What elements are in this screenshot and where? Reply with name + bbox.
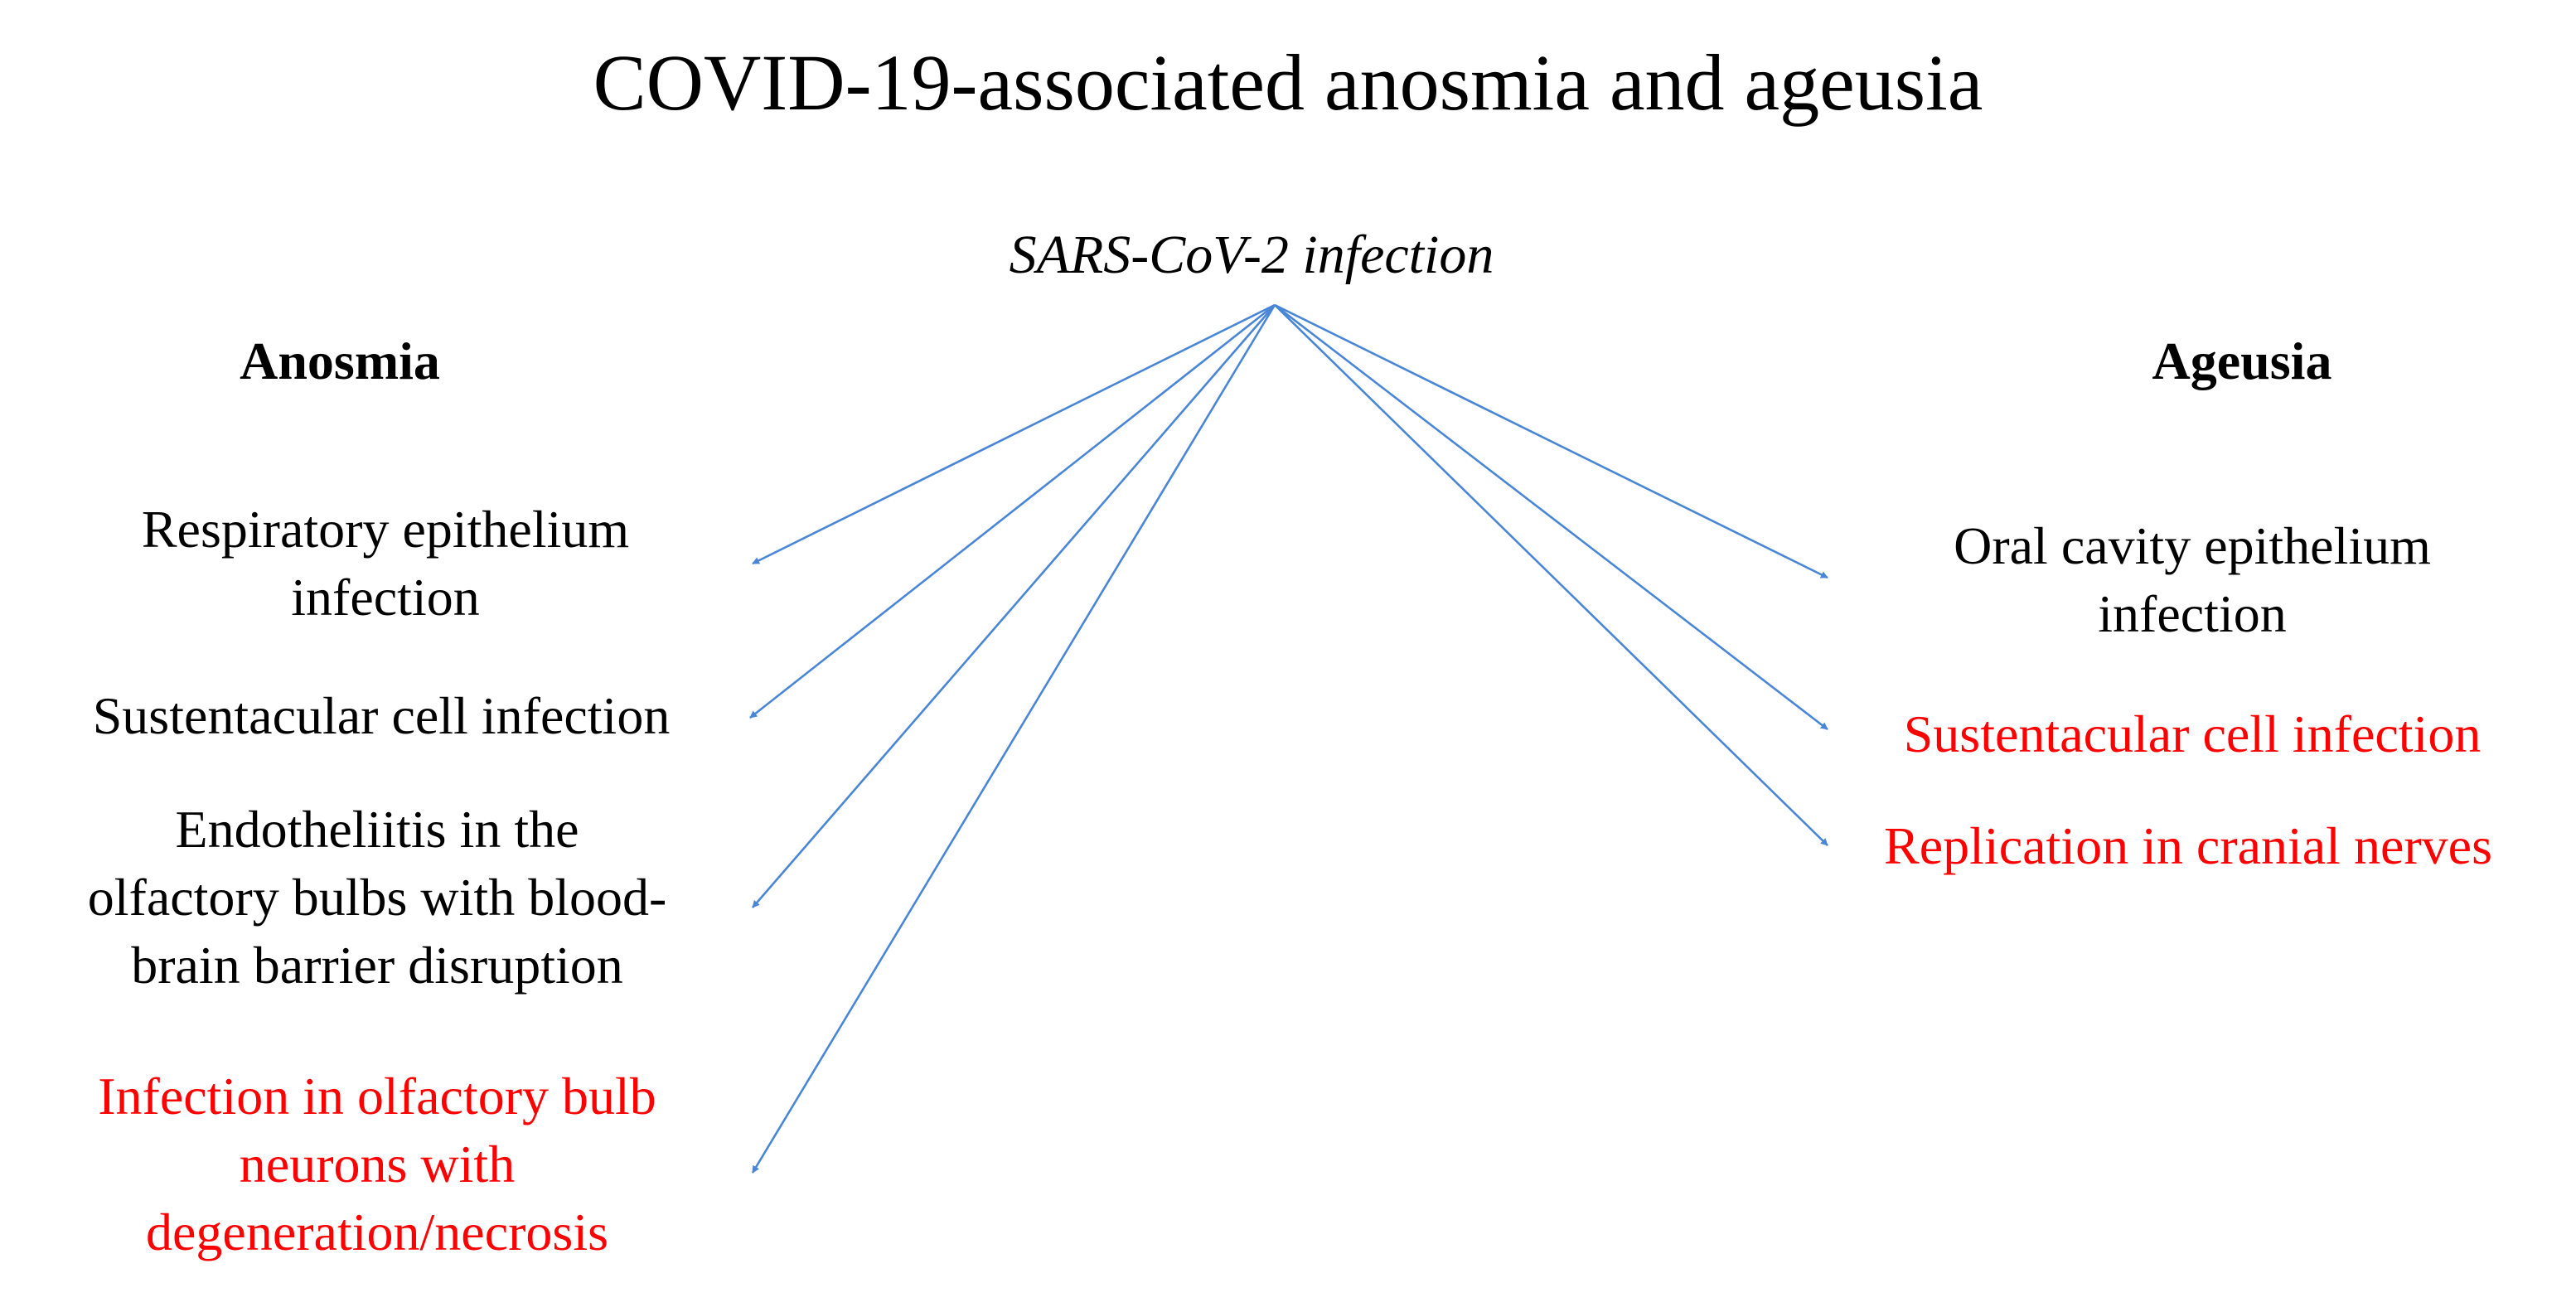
diagram-title: COVID-19-associated anosmia and ageusia [593,38,1983,127]
arrow-to-ageusia-sustentacular [1274,303,1828,731]
ageusia-item-cranial-nerves: Replication in cranial nerves [1884,816,2492,875]
arrow-to-cranial-nerves [1274,304,1828,846]
arrow-to-oral-cavity-epithelium [1274,303,1828,579]
ageusia-item-oral-cavity-epithelium: Oral cavity epithelium infection [1954,516,2431,643]
arrow-to-endotheliitis [752,304,1276,908]
ageusia-item-sustentacular-cell: Sustentacular cell infection [1903,704,2482,763]
arrow-to-respiratory-epithelium [752,303,1276,565]
anosmia-item-endotheliitis: Endotheliitis in the olfactory bulbs wit… [87,800,667,995]
arrow-to-anosmia-sustentacular [749,303,1276,719]
source-node-sars-cov-2: SARS-CoV-2 infection [1009,225,1494,285]
anosmia-item-sustentacular-cell: Sustentacular cell infection [92,686,671,745]
anosmia-item-olfactory-bulb-neurons: Infection in olfactory bulb neurons with… [98,1067,656,1261]
anosmia-heading: Anosmia [240,332,440,390]
anosmia-item-respiratory-epithelium: Respiratory epithelium infection [141,500,630,627]
ageusia-heading: Ageusia [2152,332,2332,390]
arrow-to-olfactory-bulb-neurons [751,304,1276,1174]
